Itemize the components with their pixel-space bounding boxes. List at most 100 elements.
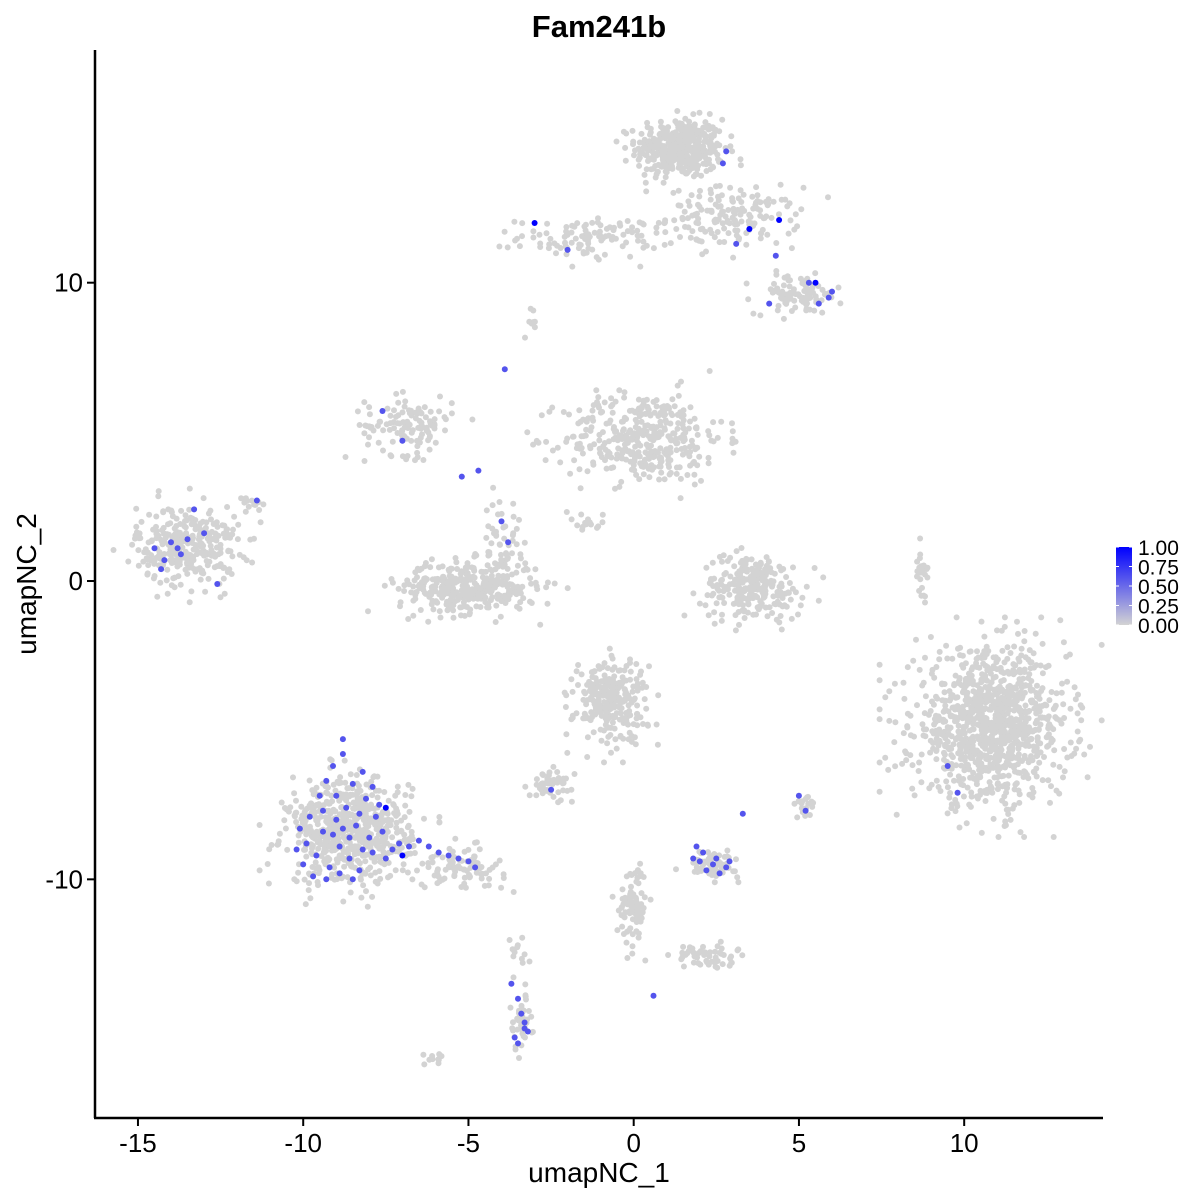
cell-point [676, 120, 683, 127]
cell-point [599, 429, 606, 436]
cell-point [498, 884, 505, 891]
cell-point [786, 283, 793, 290]
cell-point [614, 437, 621, 444]
chart-title: Fam241b [532, 9, 666, 44]
cell-point [1029, 757, 1036, 764]
cell-point [673, 447, 680, 454]
cell-point [999, 647, 1006, 654]
cell-point [666, 150, 673, 157]
cell-point [765, 201, 772, 207]
cell-point [994, 627, 1000, 634]
cell-point [670, 430, 677, 437]
cell-point [918, 751, 925, 758]
cell-point [183, 517, 190, 524]
cell-point [733, 548, 740, 555]
expressed-cell-point [330, 831, 336, 838]
cell-point [730, 449, 737, 456]
cell-point [992, 673, 999, 680]
cell-point [398, 817, 405, 824]
cell-point [546, 408, 553, 415]
expressed-cell-point [326, 864, 333, 871]
cell-point [627, 253, 634, 260]
cell-point [638, 418, 645, 425]
cell-point [431, 416, 438, 423]
expressed-cell-point [518, 1010, 525, 1017]
cell-point [349, 812, 356, 819]
cell-point [1005, 772, 1012, 779]
cell-point [702, 154, 709, 161]
cell-point [571, 771, 578, 777]
cell-point [719, 961, 726, 968]
cell-point [662, 219, 668, 226]
cell-point [340, 794, 347, 801]
cell-point [477, 871, 484, 877]
cell-point [1026, 724, 1032, 731]
cell-point [645, 433, 652, 440]
points-layer [110, 108, 1105, 1068]
cell-point [993, 691, 1000, 698]
cell-point [148, 537, 155, 544]
cell-point [522, 560, 529, 567]
cell-point [690, 111, 697, 118]
cell-point [460, 599, 467, 606]
cell-point [200, 495, 207, 502]
cell-point [1016, 691, 1023, 697]
cell-point [490, 484, 497, 491]
cell-point [285, 808, 292, 815]
cell-point [988, 742, 994, 748]
cell-point [978, 618, 985, 625]
cell-point [903, 750, 910, 757]
cell-point [933, 756, 940, 763]
cell-point [582, 519, 589, 526]
cell-point [706, 160, 712, 167]
cell-point [394, 829, 400, 836]
cell-point [612, 235, 619, 242]
cell-point [692, 142, 699, 149]
cell-point [419, 424, 426, 431]
cell-point [642, 957, 649, 964]
expressed-cell-point [700, 849, 707, 856]
cell-point [717, 938, 724, 945]
cell-point [788, 245, 795, 252]
cell-point [977, 736, 984, 743]
cell-point [643, 705, 650, 712]
cell-point [998, 741, 1005, 747]
cell-point [613, 685, 620, 692]
cell-point [994, 656, 1001, 663]
cell-point [711, 234, 718, 241]
cell-point [680, 943, 687, 950]
cell-point [597, 222, 604, 229]
cell-point [1010, 691, 1017, 698]
cell-point [411, 850, 418, 856]
cell-point [627, 891, 634, 898]
cell-point [501, 535, 508, 542]
cell-point [585, 240, 592, 247]
cell-point [702, 119, 709, 126]
cell-point [946, 794, 953, 801]
cell-point [619, 759, 626, 766]
cell-point [510, 974, 517, 981]
cell-point [941, 756, 947, 763]
cell-point [914, 573, 920, 580]
cell-point [901, 695, 908, 702]
cell-point [387, 412, 394, 419]
x-tick-label: -5 [457, 1128, 480, 1158]
cell-point [1039, 640, 1046, 647]
cell-point [677, 234, 683, 240]
cell-point [510, 1019, 516, 1026]
cell-point [636, 476, 643, 483]
cell-point [994, 780, 1001, 787]
cell-point [653, 397, 660, 404]
cell-point [762, 604, 769, 611]
cell-point [904, 724, 911, 731]
cell-point [956, 733, 963, 740]
cell-point [366, 411, 373, 418]
cell-point [990, 815, 997, 822]
cell-point [671, 403, 678, 410]
cell-point [653, 229, 660, 236]
cell-point [369, 792, 376, 799]
cell-point [412, 415, 419, 422]
cell-point [790, 286, 797, 293]
cell-point [641, 171, 648, 178]
cell-point [317, 813, 324, 820]
